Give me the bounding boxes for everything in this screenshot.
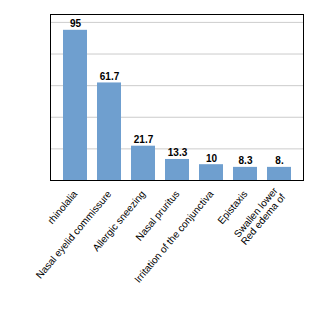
svg-text:Nasal eyelid commissure: Nasal eyelid commissure (33, 188, 114, 281)
svg-text:Nasal pruritus: Nasal pruritus (133, 188, 182, 243)
svg-text:Irritation of the conjunctiva: Irritation of the conjunctiva (132, 188, 216, 285)
svg-text:61.7: 61.7 (100, 71, 120, 82)
svg-text:8.3: 8.3 (239, 155, 253, 166)
svg-text:Epistaxis: Epistaxis (215, 188, 250, 227)
svg-text:21.7: 21.7 (134, 134, 154, 145)
svg-text:rhinolalia: rhinolalia (45, 188, 79, 226)
svg-text:Allergic sneezing: Allergic sneezing (90, 188, 147, 253)
svg-text:13.3: 13.3 (168, 147, 188, 158)
svg-text:8.: 8. (275, 155, 284, 166)
svg-text:Swallen lowerRed edema of: Swallen lowerRed edema of (231, 185, 288, 247)
svg-text:95: 95 (70, 18, 82, 29)
svg-text:10: 10 (206, 153, 218, 164)
